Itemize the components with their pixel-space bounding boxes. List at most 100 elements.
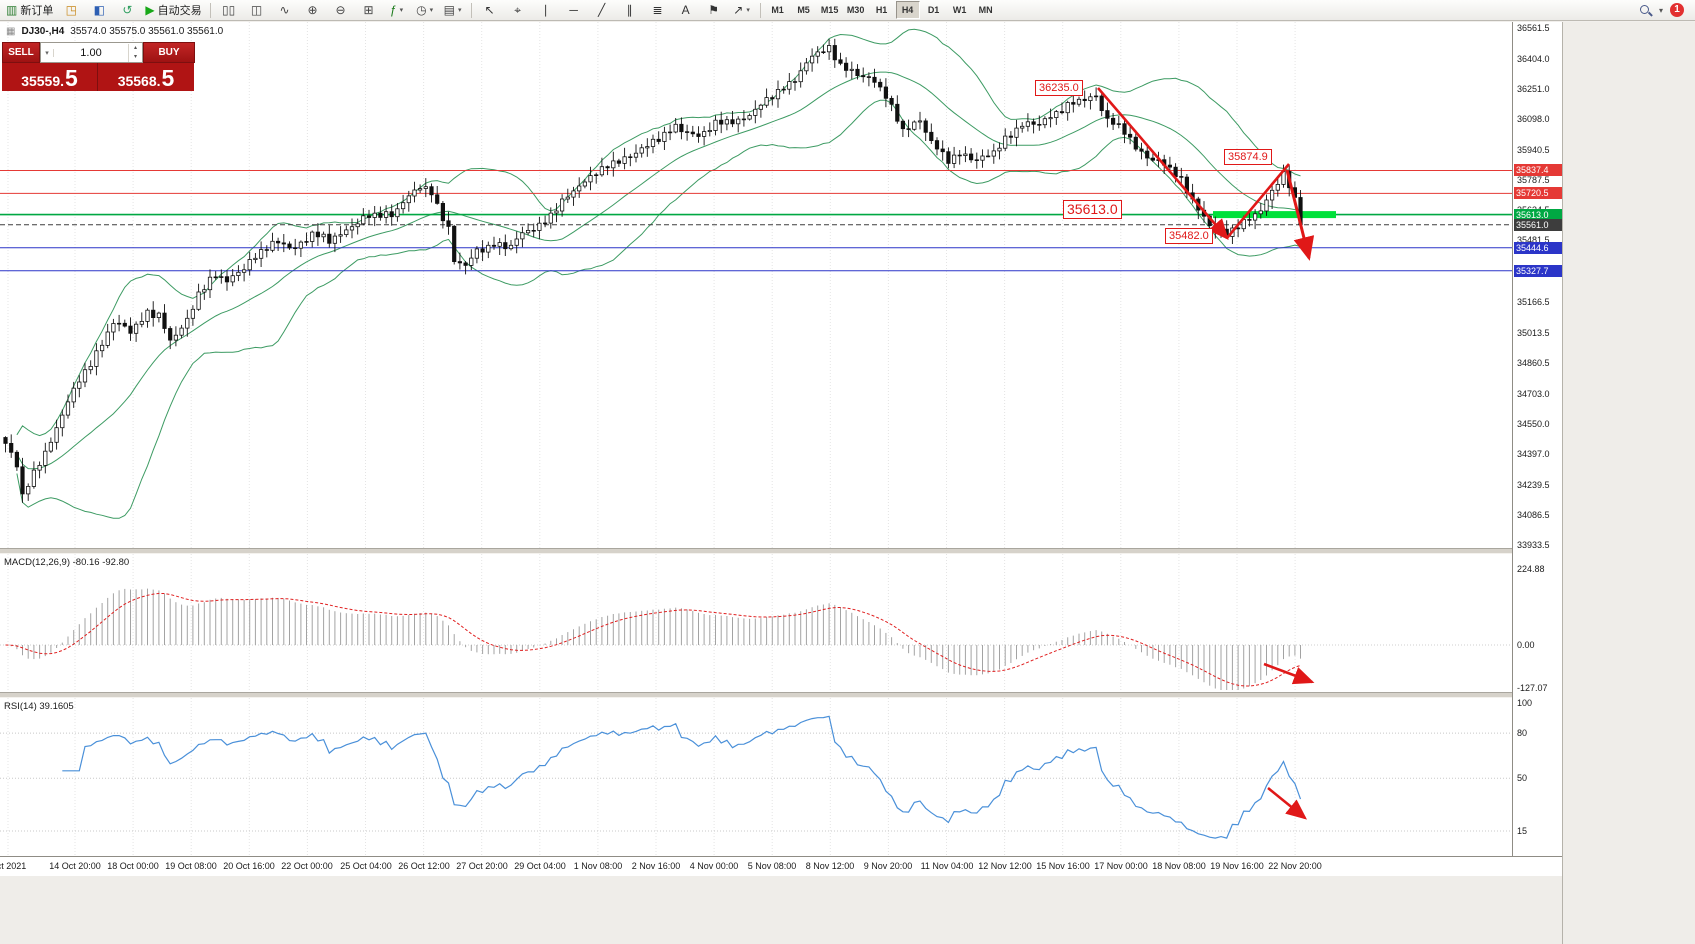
- time-tick: 20 Oct 16:00: [223, 861, 275, 871]
- panel-separator[interactable]: [0, 548, 1562, 554]
- price-axis[interactable]: 36561.5 36404.0 36251.0 36098.0 35940.5 35787…: [1512, 22, 1564, 856]
- time-axis[interactable]: Oct 2021 14 Oct 20:00 18 Oct 00:00 19 Oct 0…: [0, 856, 1562, 876]
- time-tick: 29 Oct 04:00: [514, 861, 566, 871]
- zoom-out-icon[interactable]: ⊖: [327, 0, 355, 20]
- timeframe-m5[interactable]: M5: [797, 5, 810, 15]
- rsi-line: [62, 715, 1302, 839]
- label-icon[interactable]: ⚑: [700, 0, 728, 20]
- rsi-canvas[interactable]: [0, 698, 1512, 856]
- volume-dropdown-icon[interactable]: ▾: [41, 48, 54, 57]
- rsi-axis-tick: 15: [1517, 826, 1528, 836]
- chart-candles-icon[interactable]: ◫: [243, 0, 271, 20]
- new-order-button[interactable]: ▥ 新订单: [2, 0, 57, 20]
- indicators-icon-dropdown-icon[interactable]: ▾: [399, 7, 404, 14]
- time-tick: 4 Nov 00:00: [689, 861, 739, 871]
- candles-layer: [3, 38, 1303, 503]
- timeframe-m30[interactable]: M30: [846, 5, 865, 15]
- volume-spinner[interactable]: ▴ ▾: [128, 43, 142, 62]
- periods-icon[interactable]: ◷ ▾: [411, 0, 439, 20]
- symbol-ohlc-bar: ▦ DJ30-,H4 35574.0 35575.0 35561.0 35561…: [6, 26, 223, 37]
- text-icon-glyph: A: [681, 3, 690, 17]
- time-tick: 18 Oct 00:00: [107, 861, 159, 871]
- text-icon[interactable]: A: [672, 0, 700, 20]
- notification-badge[interactable]: 1: [1670, 3, 1684, 17]
- cursor-icon[interactable]: ↖: [476, 0, 504, 20]
- indicators-icon[interactable]: ƒ ▾: [383, 0, 411, 20]
- macd-down-arrow[interactable]: [1263, 662, 1315, 685]
- timeframe-h4[interactable]: H4: [895, 1, 920, 19]
- time-tick: 8 Nov 12:00: [805, 861, 855, 871]
- price-annotation[interactable]: 35874.9: [1224, 149, 1272, 165]
- timeframe-w1[interactable]: W1: [952, 5, 967, 15]
- chart-bars-icon[interactable]: ▯▯: [215, 0, 243, 20]
- market-watch-icon[interactable]: ◧: [85, 0, 113, 20]
- channel-icon[interactable]: ∥: [616, 0, 644, 20]
- buy-price-pips: 5: [161, 65, 175, 91]
- arrow-objects-icon-glyph: ↗: [733, 3, 744, 17]
- sell-price[interactable]: 35559. 5: [2, 63, 98, 91]
- main-chart-canvas[interactable]: [0, 22, 1512, 548]
- zoom-in-icon[interactable]: ⊕: [299, 0, 327, 20]
- green-support-zone[interactable]: [1213, 211, 1336, 219]
- volume-down-icon[interactable]: ▾: [133, 53, 137, 60]
- sell-button[interactable]: SELL: [2, 42, 40, 63]
- time-tick: 2 Nov 16:00: [631, 861, 681, 871]
- fibonacci-icon-glyph: ≣: [652, 3, 663, 17]
- price-annotation[interactable]: 35613.0: [1063, 200, 1122, 219]
- timeframe-m1[interactable]: M1: [771, 5, 784, 15]
- sell-price-main: 35559.: [21, 73, 65, 89]
- chart-bars-icon-glyph: ▯▯: [221, 3, 236, 17]
- grid-layer: [7, 554, 1296, 692]
- vertical-line-icon[interactable]: ∣: [532, 0, 560, 20]
- trend-arrow[interactable]: [1226, 163, 1290, 239]
- symbol-ohlc-values: 35574.0 35575.0 35561.0 35561.0: [70, 26, 224, 37]
- chart-line-icon[interactable]: ∿: [271, 0, 299, 20]
- volume-up-icon[interactable]: ▴: [133, 44, 137, 51]
- periods-icon-glyph: ◷: [416, 3, 427, 17]
- price-tick: 34703.0: [1517, 389, 1550, 399]
- search-dropdown-icon[interactable]: ▾: [1658, 5, 1663, 15]
- price-annotation[interactable]: 35482.0: [1165, 228, 1213, 244]
- fibonacci-icon[interactable]: ≣: [644, 0, 672, 20]
- timeframe-mn[interactable]: MN: [978, 5, 993, 15]
- periods-icon-dropdown-icon[interactable]: ▾: [429, 7, 434, 14]
- trend-arrow[interactable]: [1097, 87, 1229, 240]
- panel-separator[interactable]: [0, 692, 1562, 698]
- trendline-icon[interactable]: ╱: [588, 0, 616, 20]
- rsi-down-arrow[interactable]: [1267, 786, 1308, 820]
- crosshair-icon[interactable]: ⌖: [504, 0, 532, 20]
- tile-windows-icon[interactable]: ⊞: [355, 0, 383, 20]
- macd-histogram: [10, 588, 1301, 690]
- charts-profile-icon[interactable]: ◳: [57, 0, 85, 20]
- time-tick: 18 Nov 08:00: [1152, 861, 1206, 871]
- arrow-objects-icon[interactable]: ↗ ▾: [728, 0, 756, 20]
- price-annotation[interactable]: 36235.0: [1035, 80, 1083, 96]
- buy-button[interactable]: BUY: [143, 42, 195, 63]
- grid-layer: [7, 22, 1296, 548]
- channel-icon-glyph: ∥: [626, 3, 633, 17]
- toolbar-separator: [470, 2, 472, 18]
- crosshair-icon-glyph: ⌖: [514, 3, 521, 17]
- horizontal-line-icon[interactable]: ─: [560, 0, 588, 20]
- timeframe-h1[interactable]: H1: [875, 5, 888, 15]
- buy-price[interactable]: 35568. 5: [98, 63, 194, 91]
- refresh-icon[interactable]: ↺: [113, 0, 141, 20]
- toolbar-separator: [759, 2, 761, 18]
- arrow-objects-icon-dropdown-icon[interactable]: ▾: [746, 7, 750, 14]
- timeframe-m15[interactable]: M15: [820, 5, 839, 15]
- chart-symbol-icon: ▦: [6, 26, 16, 37]
- search-icon[interactable]: [1639, 4, 1652, 17]
- macd-canvas[interactable]: [0, 554, 1512, 692]
- auto-trading-button[interactable]: ▶ 自动交易: [141, 0, 205, 20]
- price-tick: 33933.5: [1517, 540, 1550, 550]
- timeframe-d1[interactable]: D1: [927, 5, 940, 15]
- price-tick: 36561.5: [1517, 23, 1550, 33]
- templates-icon[interactable]: ▤ ▾: [439, 0, 467, 20]
- macd-axis-tick: 224.88: [1517, 564, 1545, 574]
- templates-icon-dropdown-icon[interactable]: ▾: [457, 7, 462, 14]
- volume-stepper[interactable]: ▾ 1.00 ▴ ▾: [40, 42, 143, 63]
- refresh-icon-glyph: ↺: [122, 3, 133, 17]
- timeframe-group: M1 M5 M15 M30 H1 H4 D1 W1 MN: [765, 0, 999, 20]
- impulse-arrow[interactable]: [1285, 169, 1315, 261]
